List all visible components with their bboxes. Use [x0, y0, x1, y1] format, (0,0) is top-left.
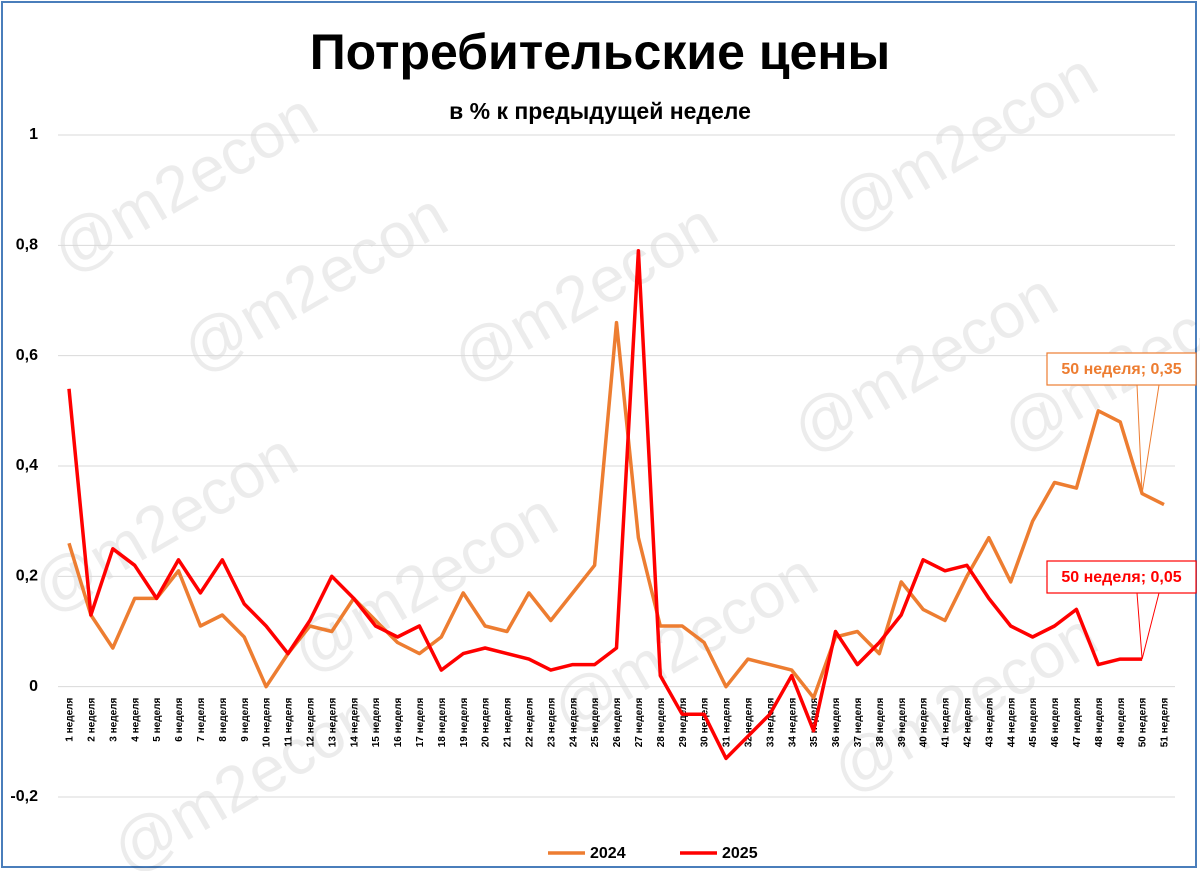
x-tick-label: 50 неделя: [1138, 698, 1149, 748]
legend-label: 2025: [722, 845, 758, 862]
x-tick-label: 20 неделя: [481, 698, 492, 748]
label-box: [1046, 352, 1197, 386]
x-tick-label: 12 неделя: [306, 698, 317, 748]
x-tick-label: 9 неделя: [240, 698, 251, 742]
x-tick-label: 49 неделя: [1116, 698, 1127, 748]
y-tick-label: 1: [29, 126, 38, 143]
x-tick-label: 40 неделя: [919, 698, 930, 748]
label-leader: [1136, 592, 1160, 660]
x-tick-label: 15 неделя: [371, 698, 382, 748]
label-box: [1046, 560, 1197, 594]
x-tick-label: 38 неделя: [875, 698, 886, 748]
x-tick-label: 23 неделя: [546, 698, 557, 748]
x-tick-label: 25 неделя: [590, 698, 601, 748]
data-label: 50 неделя; 0,35: [1061, 361, 1181, 378]
x-tick-label: 5 неделя: [152, 698, 163, 742]
x-tick-label: 17 неделя: [415, 698, 426, 748]
x-tick-label: 30 неделя: [700, 698, 711, 748]
x-tick-label: 3 неделя: [108, 698, 119, 742]
x-tick-label: 31 неделя: [722, 698, 733, 748]
x-tick-label: 4 неделя: [130, 698, 141, 742]
legend-label: 2024: [590, 845, 626, 862]
x-tick-label: 1 неделя: [65, 698, 76, 742]
x-tick-label: 45 неделя: [1028, 698, 1039, 748]
x-tick-label: 21 неделя: [503, 698, 514, 748]
series-line: [67, 320, 1165, 700]
x-tick-label: 51 неделя: [1160, 698, 1171, 748]
chart-subtitle: в % к предыдущей неделе: [449, 98, 751, 124]
x-tick-label: 22 неделя: [525, 698, 536, 748]
x-tick-label: 2 неделя: [87, 698, 98, 742]
x-tick-label: 11 неделя: [284, 698, 295, 747]
x-tick-label: 39 неделя: [897, 698, 908, 748]
x-tick-label: 47 неделя: [1072, 698, 1083, 748]
y-tick-label: 0: [29, 678, 38, 695]
x-tick-label: 33 неделя: [765, 698, 776, 748]
x-tick-label: 14 неделя: [349, 698, 360, 748]
x-tick-label: 37 неделя: [853, 698, 864, 748]
x-tick-label: 46 неделя: [1050, 698, 1061, 748]
series-line: [67, 249, 1143, 761]
label-leader: [1136, 384, 1160, 494]
x-tick-label: 16 неделя: [393, 698, 404, 748]
y-tick-label: 0,8: [16, 237, 38, 254]
x-tick-label: 28 неделя: [656, 698, 667, 748]
x-tick-label: 7 неделя: [196, 698, 207, 742]
x-tick-label: 43 неделя: [984, 698, 995, 748]
x-tick-label: 19 неделя: [459, 698, 470, 748]
chart-title: Потребительские цены: [310, 24, 891, 80]
x-tick-label: 44 неделя: [1006, 698, 1017, 748]
y-tick-label: -0,2: [10, 788, 38, 805]
x-tick-label: 42 неделя: [963, 698, 974, 748]
x-tick-label: 26 неделя: [612, 698, 623, 748]
x-tick-label: 36 неделя: [831, 698, 842, 748]
x-tick-label: 27 неделя: [634, 698, 645, 748]
y-tick-label: 0,4: [16, 457, 38, 474]
x-tick-label: 29 неделя: [678, 698, 689, 748]
x-tick-label: 34 неделя: [787, 698, 798, 748]
x-tick-label: 32 неделя: [744, 698, 755, 748]
x-tick-label: 48 неделя: [1094, 698, 1105, 748]
y-tick-label: 0,2: [16, 568, 38, 585]
x-tick-label: 6 неделя: [174, 698, 185, 742]
data-label: 50 неделя; 0,05: [1061, 569, 1181, 586]
x-tick-label: 10 неделя: [262, 698, 273, 748]
x-tick-label: 41 неделя: [941, 698, 952, 748]
y-tick-label: 0,6: [16, 347, 38, 364]
x-tick-label: 8 неделя: [218, 698, 229, 742]
x-tick-label: 18 неделя: [437, 698, 448, 748]
x-tick-label: 13 неделя: [327, 698, 338, 748]
x-tick-label: 24 неделя: [568, 698, 579, 748]
